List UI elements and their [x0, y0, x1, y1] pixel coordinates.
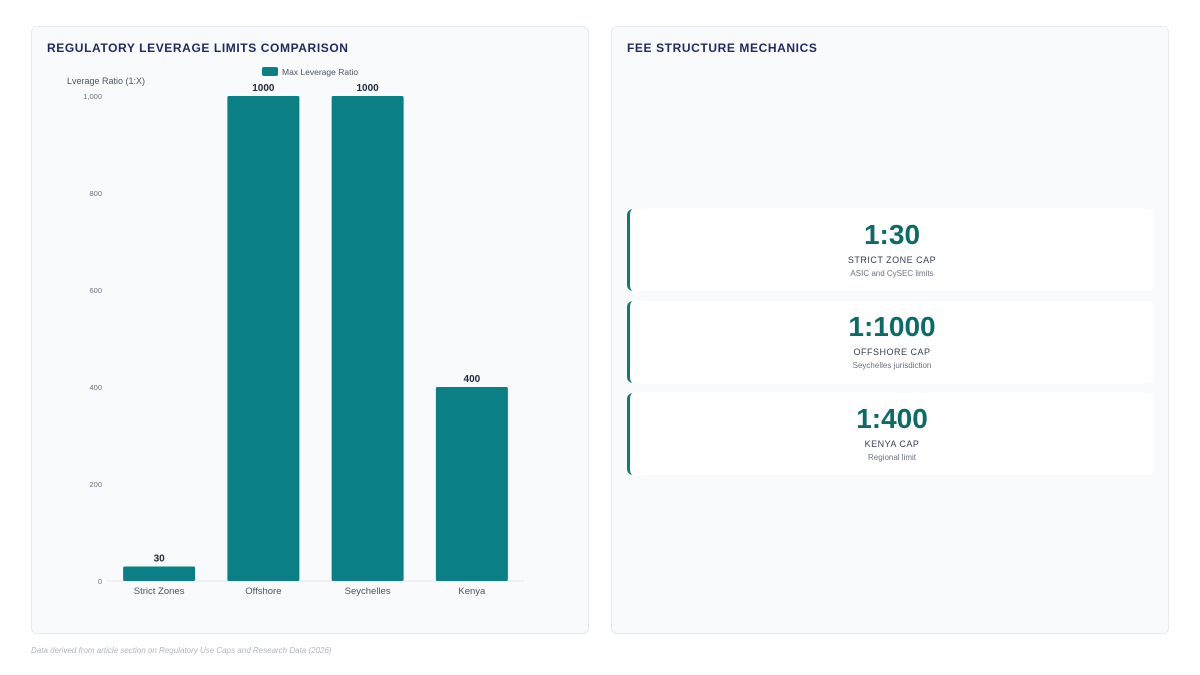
stat-card-offshore: 1:1000 OFFSHORE CAP Seychelles jurisdict… [627, 301, 1154, 383]
x-tick-label: Seychelles [345, 586, 391, 597]
y-tick-label: 600 [89, 286, 102, 295]
leverage-chart-panel: REGULATORY LEVERAGE LIMITS COMPARISON Lv… [31, 26, 589, 634]
stat-value: 1:400 [856, 403, 928, 434]
bar-value-label: 400 [464, 374, 481, 385]
bar-value-label: 30 [154, 553, 166, 564]
footer-note: Data derived from article section on Reg… [31, 646, 332, 655]
y-tick-label: 0 [98, 577, 102, 586]
y-tick-label: 200 [89, 480, 102, 489]
x-tick-label: Offshore [245, 586, 281, 597]
stat-card-kenya: 1:400 KENYA CAP Regional limit [627, 393, 1154, 475]
leverage-bar-chart: Lverage Ratio (1:X) 0 200 400 600 800 1,000 30 S… [67, 67, 524, 597]
y-tick-label: 400 [89, 383, 102, 392]
y-axis-title: Lverage Ratio (1:X) [67, 76, 145, 86]
x-tick-label: Kenya [458, 586, 486, 597]
fee-structure-panel: FEE STRUCTURE MECHANICS 1:30 STRICT ZONE… [611, 26, 1169, 634]
stat-description: Regional limit [867, 453, 917, 462]
stat-label: KENYA CAP [864, 439, 920, 449]
stat-description: ASIC and CySEC limits [850, 269, 934, 278]
bar-kenya [435, 387, 508, 581]
bar-strict-zones [123, 566, 196, 581]
stat-description: Seychelles jurisdiction [852, 361, 932, 370]
x-tick-label: Strict Zones [134, 586, 185, 597]
y-tick-label: 1,000 [83, 92, 102, 101]
stat-card-strict-zone: 1:30 STRICT ZONE CAP ASIC and CySEC limi… [627, 209, 1154, 291]
stat-label: OFFSHORE CAP [853, 347, 931, 357]
bar-value-label: 1000 [357, 83, 380, 94]
bar-seychelles [331, 96, 404, 581]
bar-offshore [227, 96, 300, 581]
stat-value: 1:1000 [848, 311, 936, 342]
legend-swatch [262, 67, 278, 76]
stat-label: STRICT ZONE CAP [847, 255, 937, 265]
legend-label: Max Leverage Ratio [282, 67, 358, 77]
stat-value: 1:30 [863, 219, 921, 250]
bar-value-label: 1000 [252, 83, 275, 94]
fee-panel-title: FEE STRUCTURE MECHANICS [627, 41, 818, 55]
chart-panel-title: REGULATORY LEVERAGE LIMITS COMPARISON [47, 41, 349, 55]
y-tick-label: 800 [89, 189, 102, 198]
